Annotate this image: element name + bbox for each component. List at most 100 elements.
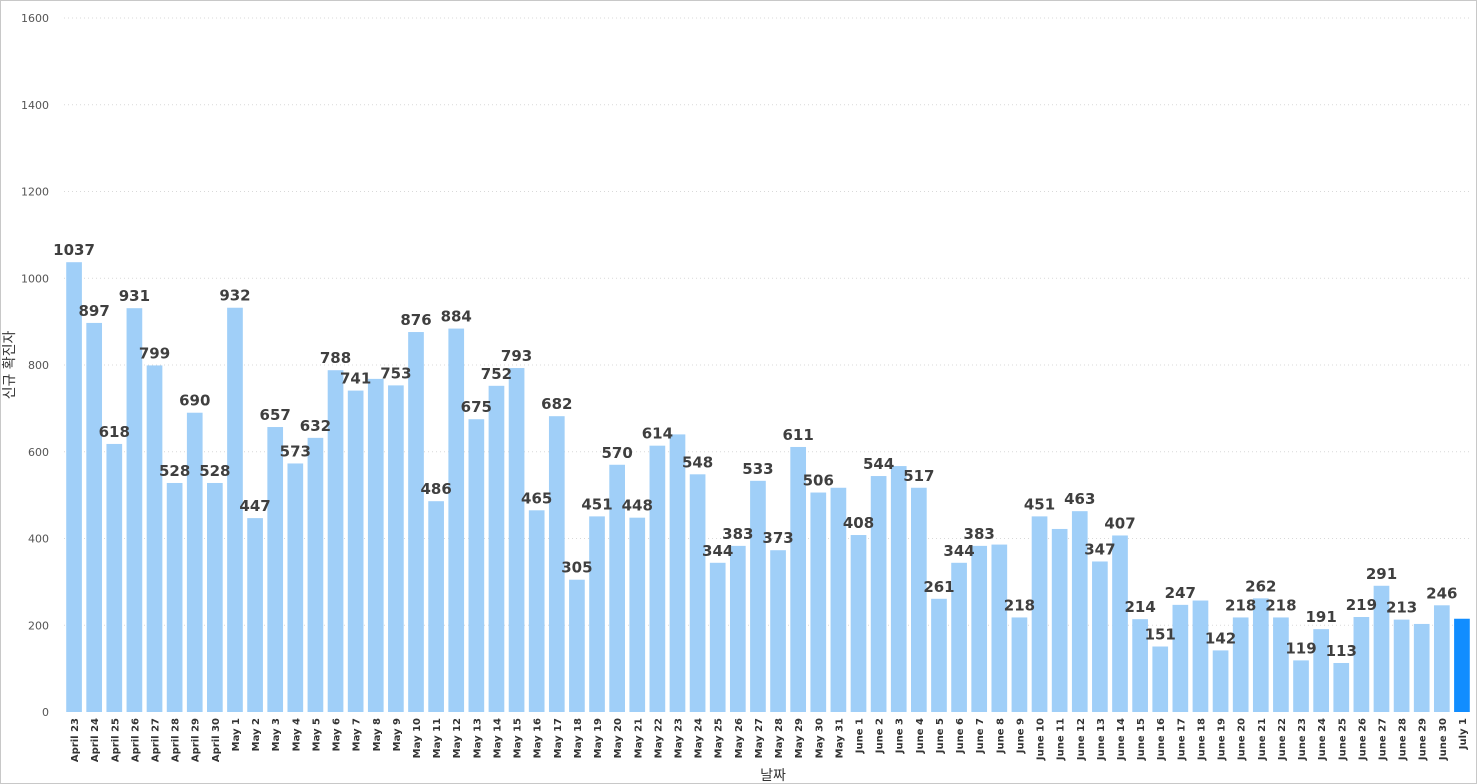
bar[interactable]: [870, 476, 887, 712]
bar[interactable]: [428, 501, 444, 712]
x-tick-label: May 5: [311, 718, 322, 751]
bar[interactable]: [911, 487, 927, 712]
bar[interactable]: [709, 562, 726, 712]
bar[interactable]: [931, 598, 947, 712]
bar[interactable]: [267, 427, 284, 712]
bar[interactable]: [1293, 660, 1309, 712]
bar[interactable]: [569, 579, 585, 712]
x-tick-label: May 19: [593, 718, 604, 758]
bar[interactable]: [850, 535, 867, 712]
bar[interactable]: [227, 307, 243, 712]
bar[interactable]: [1333, 662, 1350, 712]
bar[interactable]: [207, 482, 223, 712]
bar[interactable]: [408, 332, 424, 712]
bar[interactable]: [508, 368, 525, 712]
bar[interactable]: [1172, 604, 1189, 712]
x-tick-label: May 28: [774, 718, 785, 758]
bar[interactable]: [890, 466, 907, 712]
bar[interactable]: [367, 378, 384, 712]
data-label: 142: [1205, 629, 1236, 647]
bar[interactable]: [1433, 605, 1450, 712]
bar[interactable]: [548, 416, 565, 712]
bar[interactable]: [1152, 646, 1169, 712]
x-tick-label: April 23: [70, 718, 81, 762]
x-tick-label: June 10: [1036, 718, 1047, 761]
gridlines: [64, 17, 1472, 626]
bar[interactable]: [991, 544, 1008, 712]
bar[interactable]: [247, 518, 263, 712]
bar[interactable]: [589, 516, 605, 712]
bar[interactable]: [1011, 617, 1028, 712]
data-label: 544: [863, 455, 894, 473]
bar[interactable]: [669, 434, 686, 712]
bar[interactable]: [66, 262, 82, 712]
bar[interactable]: [327, 370, 344, 712]
bar[interactable]: [86, 322, 103, 712]
bar[interactable]: [1413, 623, 1430, 712]
data-label: 486: [420, 480, 451, 498]
data-label: 448: [622, 497, 653, 515]
bar[interactable]: [1353, 617, 1370, 712]
data-label: 463: [1064, 490, 1095, 508]
bar[interactable]: [1212, 650, 1229, 712]
x-tick-label: May 4: [291, 718, 302, 751]
bar[interactable]: [729, 545, 746, 712]
data-label: 291: [1366, 565, 1397, 583]
bar[interactable]: [649, 445, 666, 712]
bar[interactable]: [1273, 617, 1289, 712]
bar[interactable]: [830, 487, 847, 712]
bar[interactable]: [126, 308, 143, 712]
y-axis-ticks: 0 200 400 600 800 1000 1200 1400 1600: [21, 12, 49, 719]
bar[interactable]: [951, 562, 967, 712]
bar[interactable]: [971, 545, 988, 712]
data-labels: 1037 897 618 931 799 528 690 528 932 447 657 573 632…: [53, 241, 1457, 660]
bar[interactable]: [1393, 619, 1410, 712]
x-tick-label: May 13: [472, 718, 483, 758]
bar[interactable]: [1373, 585, 1390, 712]
bar[interactable]: [1031, 516, 1048, 712]
data-label: 675: [461, 398, 492, 416]
x-tick-label: June 7: [975, 718, 986, 754]
bar[interactable]: [609, 464, 625, 712]
x-tick-label: June 3: [895, 718, 906, 754]
data-label: 570: [601, 444, 632, 462]
bar[interactable]: [388, 385, 404, 712]
bar[interactable]: [146, 365, 163, 712]
bar[interactable]: [106, 443, 123, 712]
bar[interactable]: [1132, 619, 1148, 712]
data-label: 1037: [53, 241, 95, 259]
bar[interactable]: [166, 482, 183, 712]
bar[interactable]: [1454, 618, 1470, 712]
bar[interactable]: [750, 480, 766, 712]
x-tick-label: June 26: [1357, 718, 1368, 761]
bar[interactable]: [629, 517, 646, 712]
bar[interactable]: [1232, 617, 1249, 712]
bar[interactable]: [347, 390, 364, 712]
x-tick-label: June 28: [1398, 718, 1409, 761]
bar[interactable]: [689, 474, 706, 712]
x-tick-label: May 23: [673, 718, 684, 758]
data-label: 517: [903, 467, 934, 485]
bar[interactable]: [810, 492, 827, 712]
data-label: 788: [320, 349, 351, 367]
bar[interactable]: [307, 437, 324, 712]
bar[interactable]: [1092, 561, 1108, 712]
bar[interactable]: [528, 510, 545, 712]
bar[interactable]: [1071, 511, 1088, 712]
bar[interactable]: [1112, 535, 1128, 712]
bar[interactable]: [770, 550, 786, 712]
x-tick-label: June 23: [1297, 718, 1308, 761]
bar[interactable]: [1313, 629, 1329, 712]
data-label: 614: [642, 425, 673, 443]
bar[interactable]: [468, 419, 485, 712]
bar[interactable]: [1051, 528, 1068, 712]
bar[interactable]: [1192, 600, 1209, 712]
data-label: 113: [1326, 642, 1357, 660]
bar[interactable]: [287, 463, 304, 712]
bar[interactable]: [186, 412, 203, 712]
bar[interactable]: [1252, 598, 1269, 712]
x-tick-label: May 31: [834, 718, 845, 758]
bar[interactable]: [790, 446, 807, 712]
bar[interactable]: [448, 328, 465, 712]
bar[interactable]: [488, 385, 505, 712]
